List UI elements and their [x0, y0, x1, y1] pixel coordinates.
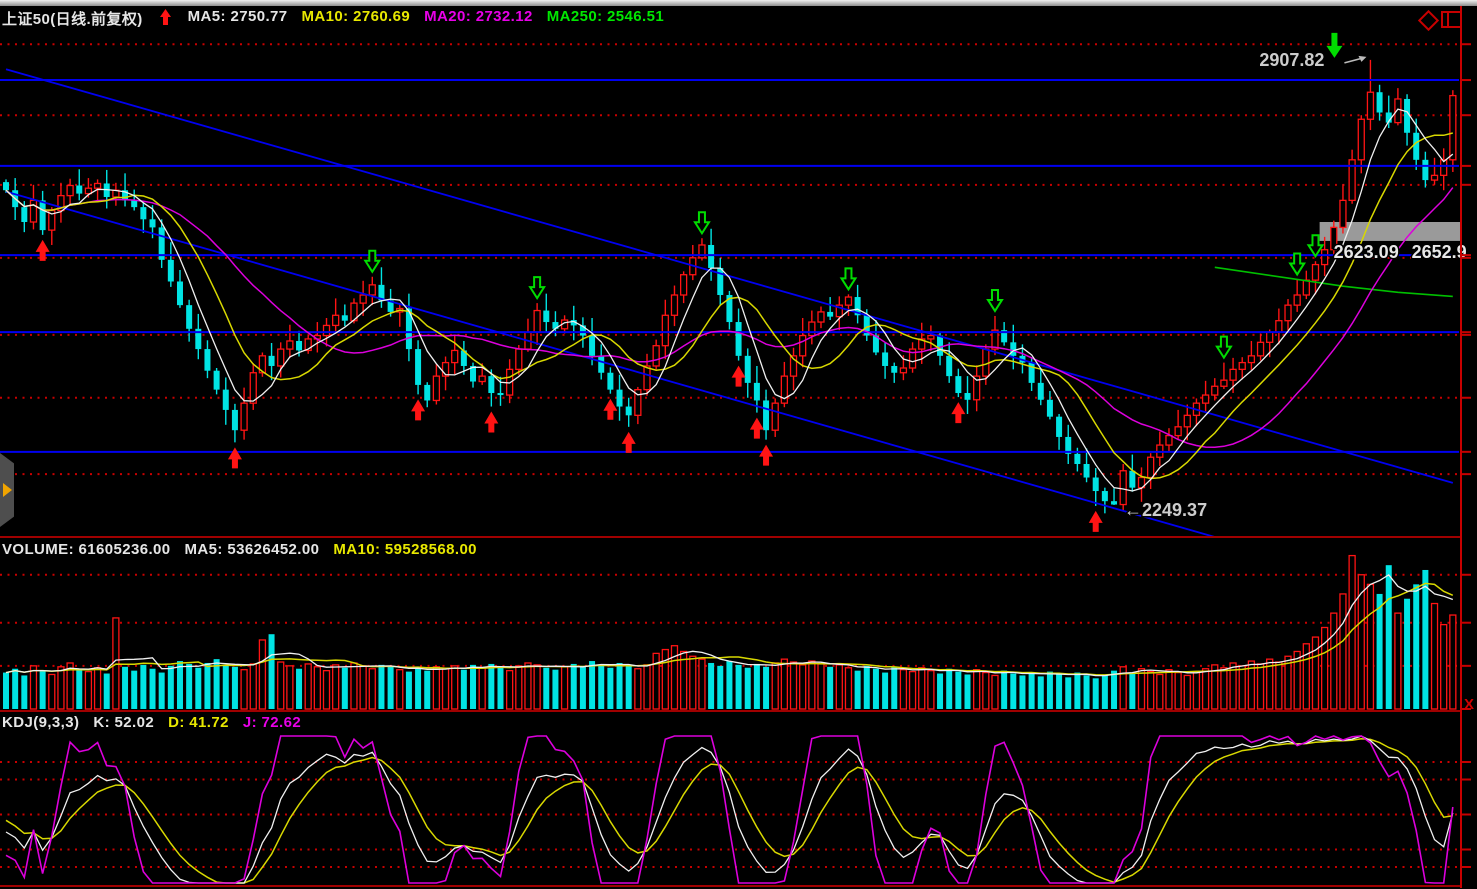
sell-signal-arrow [986, 288, 1004, 313]
buy-signal-arrow [621, 431, 636, 453]
sell-signal-arrow [363, 249, 382, 274]
sell-signal-arrow [1288, 252, 1306, 277]
buy-signal-arrow [411, 399, 426, 421]
price-up-arrow-icon [159, 9, 172, 30]
kdj-k-label: K: 52.02 [93, 714, 155, 731]
buy-signal-arrow [35, 239, 50, 261]
kdj-header: KDJ(9,3,3) K: 52.02 D: 41.72 J: 72.62 [2, 714, 301, 731]
panel-expand-handle[interactable] [0, 453, 14, 527]
ma5-value-label: MA5: 2750.77 [187, 8, 288, 25]
sell-signal-arrow [693, 211, 711, 236]
pane-close-icon[interactable]: X [1464, 696, 1475, 713]
peak-sell-arrow [1326, 32, 1343, 58]
top-scrollbar-strip[interactable] [0, 0, 1477, 6]
sell-signal-arrow [839, 267, 858, 292]
sell-signal-arrow [1306, 234, 1325, 259]
volume-ma10-label: MA10: 59528568.00 [333, 541, 477, 558]
buy-signal-arrow [749, 417, 764, 439]
ma10-value-label: MA10: 2760.69 [301, 8, 411, 25]
volume-header: VOLUME: 61605236.00 MA5: 53626452.00 MA1… [2, 541, 477, 558]
low-price-label: ←2249.37 [1124, 500, 1207, 520]
buy-signal-arrow [731, 365, 746, 387]
main-chart-header: 上证50(日线.前复权) MA5: 2750.77 MA10: 2760.69 … [2, 8, 664, 30]
kdj-d-label: D: 41.72 [168, 714, 229, 731]
peak-price-label: 2907.82 [1259, 50, 1324, 70]
ma250-value-label: MA250: 2546.51 [546, 8, 665, 25]
volume-value-label: VOLUME: 61605236.00 [2, 541, 171, 558]
range-highlight-box [1319, 222, 1461, 241]
sell-signal-arrow [1215, 335, 1233, 360]
peak-pointer-arrow [1358, 55, 1367, 62]
buy-signal-arrow [951, 402, 966, 424]
buy-signal-arrow [484, 411, 499, 433]
instrument-title: 上证50(日线.前复权) [2, 11, 143, 28]
window-split-icon[interactable] [1441, 11, 1462, 28]
kdj-j-label: J: 72.62 [242, 714, 302, 731]
buy-signal-arrow [603, 398, 618, 420]
buy-signal-arrow [1088, 510, 1103, 532]
kdj-name-label: KDJ(9,3,3) [2, 714, 80, 731]
volume-ma5-label: MA5: 53626452.00 [184, 541, 320, 558]
ma20-value-label: MA20: 2732.12 [424, 8, 533, 25]
box-right-price-label: 2652.9 [1412, 242, 1467, 262]
buy-signal-arrow [759, 444, 774, 466]
box-left-price-label: 2623.09 [1334, 242, 1399, 262]
sell-signal-arrow [528, 276, 546, 300]
buy-signal-arrow [227, 447, 242, 469]
expand-triangle-icon [2, 483, 12, 497]
